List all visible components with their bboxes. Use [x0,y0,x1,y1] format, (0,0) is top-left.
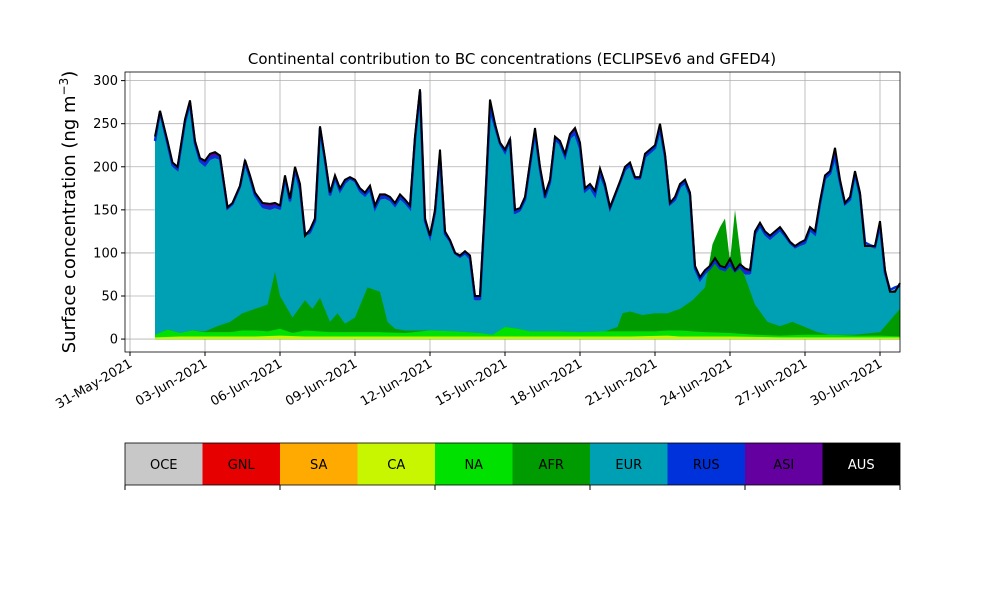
x-tick-label: 31-May-2021 [53,356,135,412]
y-tick-label: 0 [110,333,118,348]
x-tick-label: 12-Jun-2021 [358,356,435,409]
x-tick-label: 03-Jun-2021 [133,356,210,409]
total-outline [154,89,901,297]
y-tick-label: 150 [93,203,118,218]
legend-label-aus: AUS [848,458,875,473]
legend-label-oce: OCE [150,458,178,473]
y-tick-label: 50 [101,290,118,305]
legend-swatch-gnl [202,443,280,485]
area-ca [155,335,900,340]
legend-frame [124,442,901,486]
x-tick-label: 21-Jun-2021 [583,356,660,409]
y-tick-label: 100 [93,246,118,261]
legend-label-asi: ASI [773,458,794,473]
legend-swatch-eur [590,443,668,485]
legend-swatch-sa [280,443,358,485]
x-tick-label: 09-Jun-2021 [283,356,360,409]
legend-label-rus: RUS [693,458,720,473]
legend-label-na: NA [464,458,483,473]
y-tick-label: 200 [93,160,118,175]
x-tick-label: 24-Jun-2021 [658,356,735,409]
x-tick-label: 30-Jun-2021 [808,356,885,409]
area-afr [155,209,900,340]
y-tick-label: 300 [93,74,118,89]
legend-swatch-asi [745,443,823,485]
y-tick-label: 250 [93,117,118,132]
legend-swatch-afr [512,443,590,485]
y-axis-label: Surface concentration (ng m−3) [57,71,80,354]
legend-label-afr: AFR [539,458,564,473]
legend-swatch-aus [822,443,900,485]
legend-label-gnl: GNL [228,458,256,473]
legend-swatch-ca [357,443,435,485]
x-tick-label: 06-Jun-2021 [208,356,285,409]
y-axis-label-close: ) [59,71,80,78]
plot-frame [124,71,901,353]
area-eur [155,93,900,340]
legend: OCE GNL SA CA NA AFR EUR RUS ASI AUS [124,442,901,490]
x-tick-label: 15-Jun-2021 [433,356,510,409]
y-axis-label-sup: −3 [57,78,71,96]
legend-swatch-oce [125,443,203,485]
legend-label-sa: SA [310,458,327,473]
legend-label-eur: EUR [615,458,642,473]
legend-swatch-na [435,443,513,485]
area-na [155,327,900,340]
legend-label-ca: CA [387,458,405,473]
plot-area: 0 50 100 150 200 250 300 31-May-202103-Jun-2021… [53,71,901,412]
x-tick-label: 18-Jun-2021 [508,356,585,409]
y-axis-label-main: Surface concentration (ng m [59,95,80,353]
x-tick-label: 27-Jun-2021 [733,356,810,409]
legend-swatch-rus [667,443,745,485]
chart-title: Continental contribution to BC concentra… [248,50,776,68]
